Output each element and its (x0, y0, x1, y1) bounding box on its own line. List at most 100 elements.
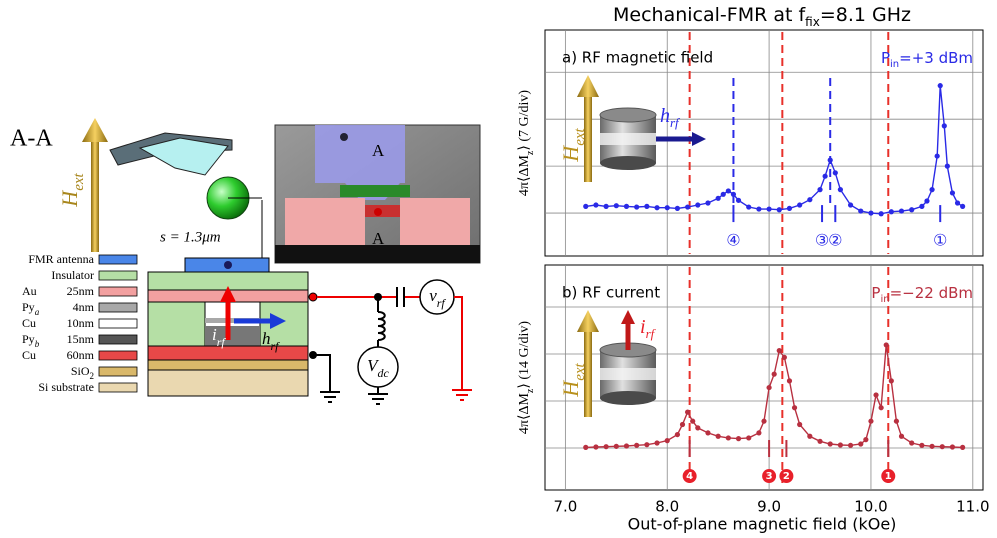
data-point (690, 418, 696, 424)
layer-swatch (98, 254, 138, 265)
mode-label: ① (933, 231, 947, 250)
sem-antenna (315, 125, 405, 183)
data-point (746, 435, 752, 441)
field-label: Hext (57, 172, 87, 207)
data-point (786, 378, 793, 384)
inset-drive-arrow-head (621, 310, 635, 324)
layer-name-part: FMR antenna (28, 252, 94, 266)
mode-badge (682, 469, 697, 484)
inset-magnet-top (599, 107, 657, 123)
mode-label: ③ (815, 231, 829, 250)
sem-pad (285, 198, 365, 248)
rf-field-arrow-head (270, 313, 286, 329)
data-point (847, 442, 854, 448)
y-axis-label-part: z (525, 150, 536, 155)
data-point (888, 209, 894, 215)
data-point (919, 442, 925, 448)
sem-dot (340, 133, 348, 141)
mode-label: 1 (885, 471, 892, 482)
data-point (695, 425, 701, 431)
mode-label: 4 (686, 471, 693, 482)
layer-name: Au (22, 284, 37, 298)
data-point (776, 348, 782, 354)
dc-source-label-part: dc (378, 366, 390, 380)
rf-field-label: hrf (262, 329, 280, 353)
inset-field-arrow-head (577, 310, 599, 332)
layer-name: Pyb (22, 332, 40, 349)
field-label-part: ext (71, 172, 87, 190)
mode-badge (779, 469, 794, 484)
current-arrow-head (220, 286, 236, 302)
inset-field-arrow-head (577, 75, 599, 97)
layer-name: FMR antenna (28, 252, 94, 266)
current-label-part: rf (217, 335, 227, 349)
data-point (822, 173, 828, 179)
data-point (786, 205, 793, 211)
layer-name-part: Si substrate (38, 380, 94, 394)
inset-magnet-band (600, 368, 656, 380)
layer-name: Pya (22, 300, 40, 317)
x-tick-label: 10.0 (854, 498, 887, 516)
data-point (583, 203, 589, 209)
data-point (858, 441, 864, 447)
data-point (960, 203, 966, 209)
inset-drive-label-part: rf (646, 326, 657, 341)
ground (368, 393, 388, 405)
data-point (725, 435, 731, 441)
data-point (644, 203, 650, 209)
data-point (929, 187, 935, 193)
mode-label: 2 (783, 471, 790, 482)
data-point (837, 442, 843, 448)
power-label-part: =−22 dBm (890, 284, 973, 302)
data-point (664, 438, 670, 444)
device-diagram: A-A Hext s = 1.3μm A A (10, 118, 481, 405)
wire (313, 354, 331, 392)
data-point (937, 83, 943, 89)
chart-title-part: Mechanical-FMR at f (613, 4, 806, 26)
data-point (878, 211, 884, 217)
rf-source-label-part: rf (437, 296, 447, 310)
layer-name: Cu (22, 348, 36, 362)
data-point (664, 205, 670, 211)
layer-name-part: Cu (22, 316, 36, 330)
layer-swatch (98, 382, 138, 393)
panel-label: a) RF magnetic field (562, 49, 713, 67)
data-point (766, 384, 772, 391)
inset-field-label: Hext (558, 362, 588, 397)
layer-thickness: 10nm (67, 316, 95, 330)
sem-insulator (340, 185, 410, 197)
inset-field-label-part: ext (572, 127, 588, 145)
sem-dot (374, 208, 382, 216)
layer-name-part: a (35, 307, 40, 317)
stack-sio2 (147, 359, 309, 371)
data-point (797, 202, 803, 208)
y-axis-label: 4π⟨ΔMz⟩ (7 G/div) (517, 90, 536, 196)
layer-name-part: b (35, 339, 40, 349)
x-axis-label: Out-of-plane magnetic field (kOe) (628, 515, 897, 534)
stack-dot (224, 261, 232, 269)
current-label: irf (212, 325, 226, 349)
rf-source-label-part: v (429, 286, 437, 305)
data-point (929, 443, 935, 449)
y-axis-label-part: ⟩ (7 G/div) (517, 90, 532, 151)
data-point (817, 187, 823, 193)
x-tick-label: 7.0 (553, 498, 577, 516)
panel-label: b) RF current (562, 284, 660, 302)
layer-thickness: 4nm (73, 300, 95, 314)
data-point (837, 187, 843, 193)
field-label-part: H (57, 190, 82, 208)
inset-drive-arrow-head (692, 132, 706, 146)
data-point (603, 444, 609, 450)
data-point (613, 203, 619, 209)
layer-thickness: 25nm (67, 284, 95, 298)
y-axis-label: 4π⟨ΔMz⟩ (14 G/div) (517, 321, 536, 434)
data-point (944, 163, 950, 169)
sem-infobar (275, 245, 480, 263)
data-point (924, 198, 930, 204)
data-point (954, 200, 961, 206)
data-point (715, 195, 721, 201)
data-point (674, 205, 681, 211)
data-point (735, 436, 742, 442)
